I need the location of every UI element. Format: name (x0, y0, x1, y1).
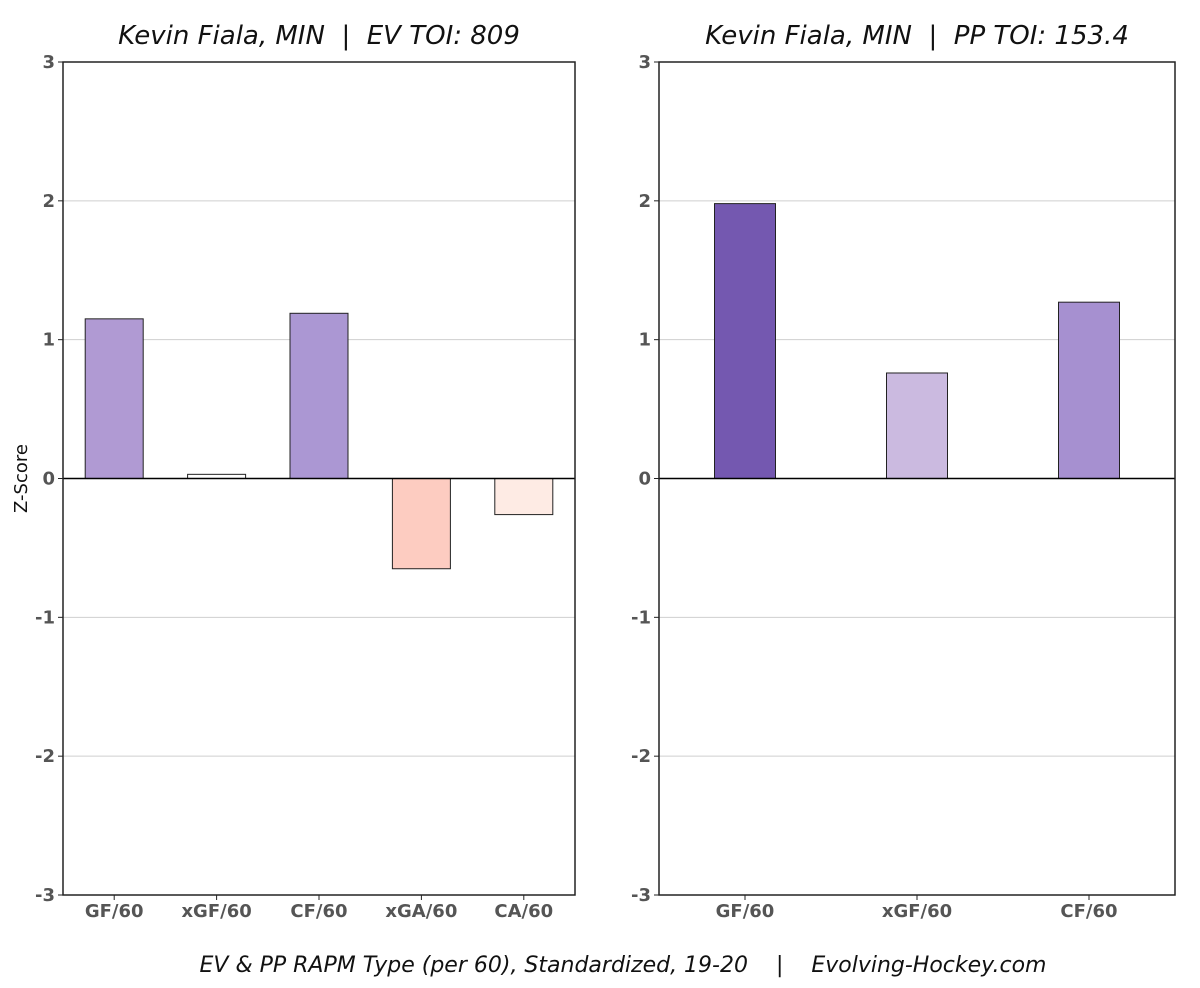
y-tick-label: -3 (631, 885, 651, 906)
y-tick-label: 2 (42, 191, 55, 212)
y-tick-label: 3 (638, 52, 651, 73)
ev-rapm-chart: -3 -2 -1 0 1 2 3 GF/60 xGF/60 CF/60 xGA/60 CA/60 Kev… (11, 21, 575, 922)
y-tick-label: -2 (631, 746, 651, 767)
figure: -3 -2 -1 0 1 2 3 GF/60 xGF/60 CF/60 xGA/60 CA/60 Kev… (0, 0, 1200, 988)
y-tick-label: -1 (35, 607, 55, 628)
bar-gf-60 (85, 319, 143, 479)
y-tick-label: -2 (35, 746, 55, 767)
chart-caption: EV & PP RAPM Type (per 60), Standardized… (200, 953, 1047, 978)
bar-gf-60 (715, 204, 776, 479)
chart-title: Kevin Fiala, MIN | PP TOI: 153.4 (705, 21, 1129, 51)
x-tick-label: CF/60 (1060, 901, 1117, 922)
x-tick-label: CF/60 (290, 901, 347, 922)
bar-xgf-60 (887, 373, 948, 479)
bar-cf-60 (290, 313, 348, 478)
bar-xga-60 (392, 479, 450, 569)
y-tick-label: -3 (35, 885, 55, 906)
pp-rapm-chart: -3 -2 -1 0 1 2 3 GF/60 xGF/60 CF/60 Kevin Fiala, M… (631, 21, 1175, 922)
chart-title: Kevin Fiala, MIN | EV TOI: 809 (118, 21, 520, 51)
y-tick-label: 0 (42, 469, 55, 490)
x-tick-label: GF/60 (716, 901, 775, 922)
y-tick-label: 2 (638, 191, 651, 212)
y-tick-label: -1 (631, 607, 651, 628)
x-tick-label: xGF/60 (181, 901, 251, 922)
y-tick-label: 1 (638, 330, 651, 351)
x-tick-label: xGA/60 (385, 901, 457, 922)
x-tick-label: CA/60 (494, 901, 553, 922)
y-tick-label: 0 (638, 469, 651, 490)
x-tick-label: xGF/60 (882, 901, 952, 922)
bar-cf-60 (1059, 302, 1120, 478)
bar-ca-60 (495, 479, 553, 515)
y-axis-label: Z-Score (11, 444, 32, 513)
x-tick-label: GF/60 (85, 901, 144, 922)
y-tick-label: 1 (42, 330, 55, 351)
y-tick-label: 3 (42, 52, 55, 73)
